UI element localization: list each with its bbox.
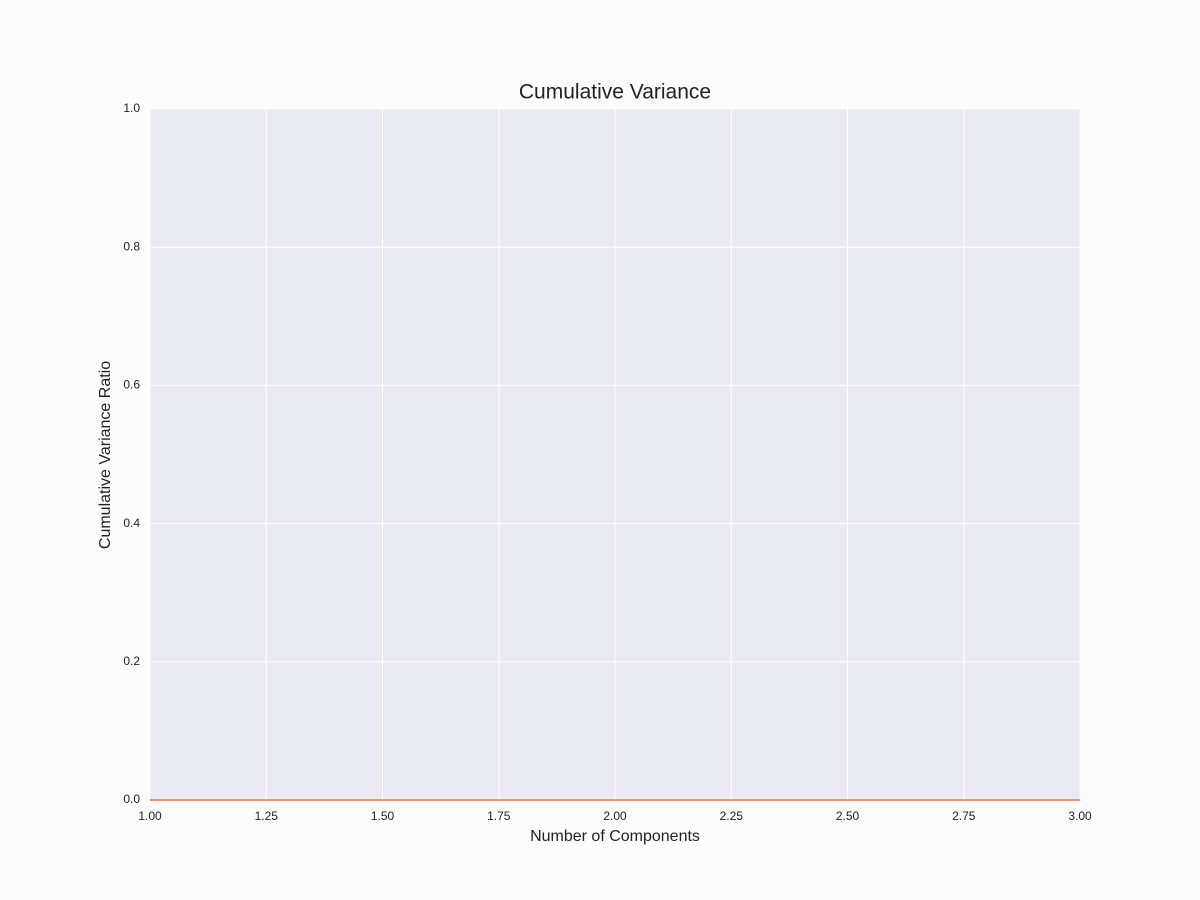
y-tick-label: 0.6 (123, 378, 140, 392)
y-tick-label: 1.0 (123, 101, 140, 115)
x-tick-label: 2.25 (720, 809, 744, 823)
x-tick-label: 3.00 (1068, 809, 1092, 823)
y-axis-label: Cumulative Variance Ratio (97, 361, 114, 549)
x-tick-label: 2.00 (603, 809, 627, 823)
x-tick-label: 2.75 (952, 809, 976, 823)
y-tick-label: 0.0 (123, 792, 140, 806)
x-tick-label: 2.50 (836, 809, 860, 823)
y-tick-label: 0.2 (123, 654, 140, 668)
x-tick-label: 1.00 (138, 809, 162, 823)
y-tick-label: 0.8 (123, 239, 140, 253)
y-tick-label: 0.4 (123, 516, 140, 530)
x-tick-label: 1.25 (255, 809, 279, 823)
x-axis-label: Number of Components (530, 828, 700, 845)
x-tick-label: 1.50 (371, 809, 395, 823)
chart-title: Cumulative Variance (519, 81, 711, 104)
x-tick-label: 1.75 (487, 809, 511, 823)
